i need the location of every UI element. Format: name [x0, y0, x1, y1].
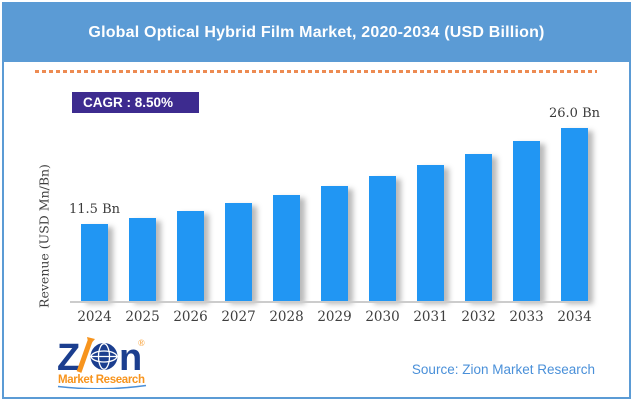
- bar-2028: [273, 195, 300, 301]
- bar-cell-2030: 2030: [365, 108, 400, 325]
- bar-2026: [177, 211, 204, 301]
- chart-title-bar: Global Optical Hybrid Film Market, 2020-…: [4, 4, 629, 62]
- dashed-divider: [35, 70, 597, 73]
- logo-tagline: Market Research: [58, 374, 145, 386]
- x-axis-label-2034: 2034: [557, 309, 592, 325]
- bar-cell-2027: 2027: [221, 108, 256, 325]
- x-axis-label-2033: 2033: [509, 309, 544, 325]
- x-axis-label-2027: 2027: [221, 309, 256, 325]
- x-axis-line: [70, 301, 590, 303]
- bar-cell-2031: 2031: [413, 108, 448, 325]
- logo-pen-arrow-icon: [87, 337, 95, 346]
- x-axis-label-2025: 2025: [125, 309, 160, 325]
- bar-2025: [129, 218, 156, 301]
- logo-letter-n: n: [119, 337, 142, 379]
- x-axis-label-2030: 2030: [365, 309, 400, 325]
- bars-row: 11.5 Bn 2024 2025 2026 2027 2028 2029 2030 2031 2…: [69, 106, 600, 325]
- logo-underline-swoosh: [57, 384, 147, 389]
- bar-2033: [513, 141, 540, 301]
- bar-cell-2032: 2032: [461, 108, 496, 325]
- bar-cell-2026: 2026: [173, 108, 208, 325]
- bar-value-label: 26.0 Bn: [548, 106, 601, 121]
- logo-letter-z: Z: [57, 337, 80, 379]
- bar-2034: [561, 128, 588, 301]
- bar-2032: [465, 154, 492, 301]
- bar-2031: [417, 165, 444, 301]
- x-axis-label-2028: 2028: [269, 309, 304, 325]
- bar-cell-2033: 2033: [509, 108, 544, 325]
- globe-icon: [90, 343, 118, 370]
- bar-2030: [369, 176, 396, 301]
- logo-pen-slash-icon: [76, 340, 93, 373]
- bar-value-label: 11.5 Bn: [68, 202, 121, 217]
- chart-title: Global Optical Hybrid Film Market, 2020-…: [88, 24, 545, 41]
- bar-cell-2029: 2029: [317, 108, 352, 325]
- cagr-badge: CAGR : 8.50%: [72, 92, 199, 113]
- registered-mark: ®: [138, 338, 145, 348]
- x-axis-label-2031: 2031: [413, 309, 448, 325]
- chart-frame: Global Optical Hybrid Film Market, 2020-…: [2, 2, 631, 399]
- bar-2029: [321, 186, 348, 301]
- bar-cell-2024: 11.5 Bn 2024: [69, 108, 120, 325]
- x-axis-label-2032: 2032: [461, 309, 496, 325]
- bar-2024: [81, 224, 108, 301]
- y-axis-label: Revenue (USD Mn/Bn): [36, 164, 52, 308]
- bar-2027: [225, 203, 252, 301]
- x-axis-label-2026: 2026: [173, 309, 208, 325]
- bar-cell-2028: 2028: [269, 108, 304, 325]
- zion-logo: Z n ® Market Research: [57, 337, 147, 389]
- x-axis-label-2024: 2024: [77, 309, 112, 325]
- bar-cell-2025: 2025: [125, 108, 160, 325]
- x-axis-label-2029: 2029: [317, 309, 352, 325]
- bar-cell-2034: 26.0 Bn 2034: [549, 106, 600, 325]
- source-attribution: Source: Zion Market Research: [411, 362, 595, 377]
